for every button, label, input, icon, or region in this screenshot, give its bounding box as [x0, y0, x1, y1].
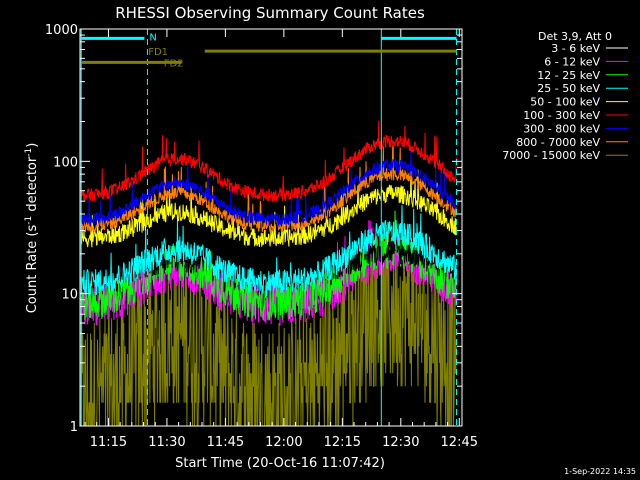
- y-label-part-3: ): [25, 143, 40, 148]
- x-tick-label-2: 11:45: [207, 435, 244, 450]
- x-tick-label-4: 12:15: [324, 435, 361, 450]
- series-line-3: [80, 205, 457, 296]
- y-tick-label-3: 1000: [45, 23, 78, 38]
- x-axis-label: Start Time (20-Oct-16 11:07:42): [175, 456, 385, 471]
- x-tick-label-5: 12:30: [382, 435, 419, 450]
- y-axis-label: Count Rate (s-1 detector-1): [24, 143, 40, 314]
- legend-label-0: 3 - 6 keV: [551, 42, 600, 55]
- plot-frame: [79, 28, 463, 427]
- series-line-4: [80, 169, 457, 248]
- flag-label-FD1: FD1: [148, 47, 168, 58]
- legend-label-2: 12 - 25 keV: [537, 69, 600, 82]
- axis-layer: 11:15 11:30 11:45 12:00 12:15 12:30 12:45 1 10 10…: [45, 23, 478, 450]
- y-tick-label-1: 10: [61, 288, 78, 303]
- legend-label-6: 300 - 800 keV: [523, 122, 600, 135]
- legend-header: Det 3,9, Att 0: [538, 30, 612, 43]
- x-tick-label-0: 11:15: [90, 435, 127, 450]
- y-label-sup-2: -1: [24, 148, 34, 157]
- y-tick-label-2: 100: [53, 155, 78, 170]
- series-line-5: [80, 120, 457, 203]
- flag-label-N: N: [149, 32, 156, 43]
- y-tick-label-0: 1: [70, 420, 78, 435]
- legend-label-1: 6 - 12 keV: [544, 55, 600, 68]
- legend-label-4: 50 - 100 keV: [530, 96, 600, 109]
- flag-label-FD2: FD2: [164, 58, 184, 69]
- y-label-sup-1: -1: [24, 216, 34, 225]
- x-tick-label-1: 11:30: [148, 435, 185, 450]
- series-line-6: [80, 150, 457, 228]
- legend-label-5: 100 - 300 keV: [523, 109, 600, 122]
- y-label-part-2: detector: [25, 156, 40, 216]
- series-line-2: [80, 210, 457, 321]
- x-tick-label-3: 12:00: [265, 435, 302, 450]
- series-layer: [80, 120, 457, 427]
- x-tick-label-6: 12:45: [441, 435, 478, 450]
- chart-title: RHESSI Observing Summary Count Rates: [115, 4, 425, 22]
- legend-label-8: 7000 - 15000 keV: [502, 149, 600, 162]
- marker-layer: [80, 29, 458, 426]
- y-label-part-1: Count Rate (s: [25, 225, 40, 314]
- legend-label-7: 800 - 7000 keV: [516, 136, 600, 149]
- footer-date: 1-Sep-2022 14:35: [564, 467, 636, 476]
- legend-label-3: 25 - 50 keV: [537, 82, 600, 95]
